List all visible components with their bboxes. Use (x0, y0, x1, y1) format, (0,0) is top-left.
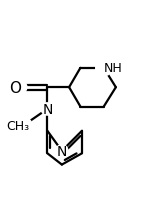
Text: CH₃: CH₃ (6, 120, 29, 133)
Text: N: N (42, 102, 52, 116)
Circle shape (96, 61, 112, 76)
Text: O: O (9, 80, 21, 95)
Circle shape (14, 117, 32, 135)
Circle shape (41, 103, 53, 116)
Circle shape (56, 145, 68, 157)
Text: N: N (57, 144, 67, 158)
Text: NH: NH (104, 62, 123, 75)
Circle shape (15, 82, 27, 94)
